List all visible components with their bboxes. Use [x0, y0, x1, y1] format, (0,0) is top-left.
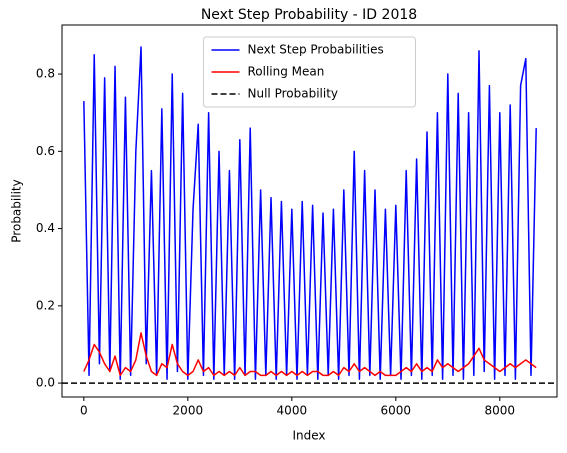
y-tick-label: 0.8 [36, 67, 55, 81]
x-axis-label: Index [292, 429, 325, 443]
x-tick-label: 2000 [173, 404, 204, 418]
legend-label: Next Step Probabilities [248, 43, 384, 57]
legend-label: Null Probability [248, 87, 339, 101]
plot-frame [61, 24, 558, 398]
y-tick-label: 0.2 [36, 298, 55, 312]
x-tick-label: 4000 [277, 404, 308, 418]
x-tick-label: 0 [80, 404, 88, 418]
x-tick-label: 6000 [381, 404, 412, 418]
y-tick-label: 0.6 [36, 144, 55, 158]
y-tick-label: 0.0 [36, 376, 55, 390]
legend-label: Rolling Mean [248, 65, 325, 79]
y-tick-label: 0.4 [36, 221, 55, 235]
legend-box [203, 36, 416, 108]
series-line [83, 46, 537, 380]
chart-title: Next Step Probability - ID 2018 [201, 7, 417, 23]
series-line [83, 332, 537, 377]
x-tick-label: 8000 [485, 404, 516, 418]
y-axis-label: Probability [10, 179, 24, 242]
